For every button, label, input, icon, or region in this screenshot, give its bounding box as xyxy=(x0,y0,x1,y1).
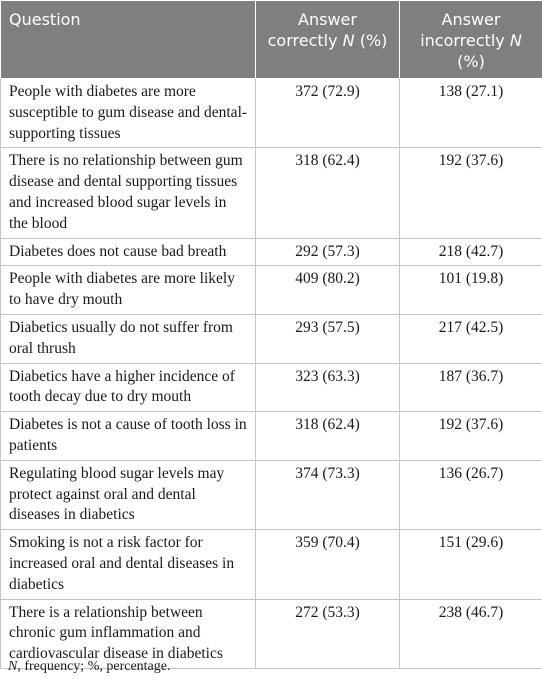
correct-cell: 323 (63.3) xyxy=(255,362,400,413)
incorrect-cell: 138 (27.1) xyxy=(399,77,542,149)
question-cell: Diabetes does not cause bad breath xyxy=(0,237,256,267)
incorrect-cell: 151 (29.6) xyxy=(399,529,542,600)
header-answer-correctly: Answer correctly N (%) xyxy=(255,0,400,79)
correct-cell: 293 (57.5) xyxy=(255,313,400,364)
question-cell: People with diabetes are more susceptibl… xyxy=(0,77,256,149)
incorrect-cell: 101 (19.8) xyxy=(399,265,542,315)
table-footnote: N, frequency; %, percentage. xyxy=(8,659,170,675)
table-row: Smoking is not a risk factor for increas… xyxy=(0,529,542,600)
correct-cell: 272 (53.3) xyxy=(255,598,400,669)
header-correct-pct: (%) xyxy=(354,31,388,50)
incorrect-cell: 217 (42.5) xyxy=(399,313,542,364)
header-incorrect-n: N xyxy=(509,31,522,50)
header-question: Question xyxy=(0,0,256,79)
question-cell: People with diabetes are more likely to … xyxy=(0,265,256,315)
incorrect-cell: 218 (42.7) xyxy=(399,237,542,267)
incorrect-cell: 187 (36.7) xyxy=(399,362,542,413)
table-body: People with diabetes are more susceptibl… xyxy=(0,77,542,669)
question-cell: There is no relationship between gum dis… xyxy=(0,147,256,239)
correct-cell: 318 (62.4) xyxy=(255,411,400,461)
table-row: People with diabetes are more susceptibl… xyxy=(0,77,542,149)
table-row: Diabetes is not a cause of tooth loss in… xyxy=(0,411,542,461)
question-cell: Diabetics usually do not suffer from ora… xyxy=(0,313,256,364)
correct-cell: 374 (73.3) xyxy=(255,459,400,531)
incorrect-cell: 136 (26.7) xyxy=(399,459,542,531)
header-correct-text: Answer correctly xyxy=(267,10,357,50)
incorrect-cell: 238 (46.7) xyxy=(399,598,542,669)
correct-cell: 318 (62.4) xyxy=(255,147,400,239)
table-row: Diabetes does not cause bad breath 292 (… xyxy=(0,237,542,267)
correct-cell: 372 (72.9) xyxy=(255,77,400,149)
correct-cell: 409 (80.2) xyxy=(255,265,400,315)
correct-cell: 359 (70.4) xyxy=(255,529,400,600)
table-row: Regulating blood sugar levels may protec… xyxy=(0,459,542,531)
incorrect-cell: 192 (37.6) xyxy=(399,411,542,461)
question-cell: Smoking is not a risk factor for increas… xyxy=(0,529,256,600)
header-incorrect-text: Answer incorrectly xyxy=(420,10,510,50)
header-incorrect-pct: (%) xyxy=(457,52,485,71)
question-cell: Diabetics have a higher incidence of too… xyxy=(0,362,256,413)
header-answer-incorrectly: Answer incorrectly N (%) xyxy=(399,0,542,79)
header-correct-n: N xyxy=(342,31,355,50)
table-row: There is no relationship between gum dis… xyxy=(0,147,542,239)
correct-cell: 292 (57.3) xyxy=(255,237,400,267)
header-row: Question Answer correctly N (%) Answer i… xyxy=(0,0,542,79)
table-header: Question Answer correctly N (%) Answer i… xyxy=(0,0,542,79)
question-cell: There is a relationship between chronic … xyxy=(0,598,256,669)
footnote-text: , frequency; %, percentage. xyxy=(17,659,171,674)
table-row: Diabetics usually do not suffer from ora… xyxy=(0,313,542,364)
footnote-n: N xyxy=(8,659,18,674)
table-row: There is a relationship between chronic … xyxy=(0,598,542,669)
table-row: People with diabetes are more likely to … xyxy=(0,265,542,315)
question-cell: Diabetes is not a cause of tooth loss in… xyxy=(0,411,256,461)
question-cell: Regulating blood sugar levels may protec… xyxy=(0,459,256,531)
incorrect-cell: 192 (37.6) xyxy=(399,147,542,239)
table-row: Diabetics have a higher incidence of too… xyxy=(0,362,542,413)
